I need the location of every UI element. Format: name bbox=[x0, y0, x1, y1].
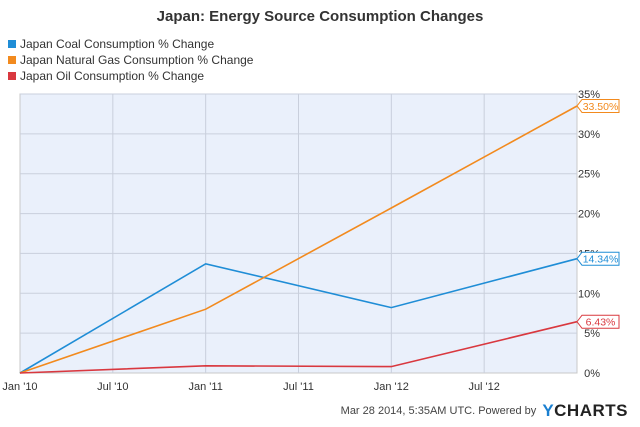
series-line-0 bbox=[19, 257, 578, 374]
legend: Japan Coal Consumption % Change Japan Na… bbox=[8, 36, 253, 84]
x-tick-label: Jan '11 bbox=[189, 381, 223, 393]
ycharts-logo-y: Y bbox=[542, 401, 555, 420]
end-label-text: 14.34% bbox=[583, 254, 619, 266]
end-label-box bbox=[576, 98, 620, 113]
legend-item-oil[interactable]: Japan Oil Consumption % Change bbox=[8, 68, 253, 84]
series-line-2 bbox=[19, 320, 578, 374]
end-label-text: 33.50% bbox=[583, 101, 619, 113]
ycharts-logo-text: CHARTS bbox=[554, 401, 628, 420]
x-tick-label: Jul '11 bbox=[283, 381, 314, 393]
y-tick-label: 25% bbox=[578, 169, 600, 181]
series-lines bbox=[19, 105, 578, 374]
legend-swatch-natural-gas bbox=[8, 56, 16, 64]
y-tick-label: 5% bbox=[584, 328, 600, 340]
x-tick-label: Jul '10 bbox=[97, 381, 128, 393]
end-label-2: 6.43% bbox=[576, 314, 620, 329]
footer: Mar 28 2014, 5:35AM UTC. Powered by YCHA… bbox=[341, 401, 628, 421]
end-label-box bbox=[576, 314, 620, 329]
legend-item-coal[interactable]: Japan Coal Consumption % Change bbox=[8, 36, 253, 52]
y-axis-ticks: 0%5%10%15%20%25%30%35% bbox=[578, 89, 600, 380]
legend-item-natural-gas[interactable]: Japan Natural Gas Consumption % Change bbox=[8, 52, 253, 68]
legend-label-natural-gas: Japan Natural Gas Consumption % Change bbox=[20, 53, 254, 67]
legend-label-oil: Japan Oil Consumption % Change bbox=[20, 69, 205, 83]
legend-swatch-oil bbox=[8, 72, 16, 80]
y-tick-label: 30% bbox=[578, 129, 600, 141]
x-tick-label: Jan '12 bbox=[374, 381, 409, 393]
y-tick-label: 0% bbox=[584, 368, 600, 380]
chart-title: Japan: Energy Source Consumption Changes bbox=[156, 8, 484, 25]
end-label-box bbox=[576, 251, 620, 266]
legend-swatch-coal bbox=[8, 40, 16, 48]
y-tick-label: 20% bbox=[578, 209, 600, 221]
x-tick-label: Jan '10 bbox=[2, 381, 37, 393]
y-tick-label: 10% bbox=[578, 288, 600, 300]
series-line-1 bbox=[19, 105, 578, 374]
footer-timestamp: Mar 28 2014, 5:35AM UTC. Powered by bbox=[340, 405, 537, 417]
legend-label-coal: Japan Coal Consumption % Change bbox=[20, 37, 215, 51]
x-tick-label: Jul '12 bbox=[468, 381, 499, 393]
end-label-1: 33.50% bbox=[576, 98, 620, 113]
ycharts-logo[interactable]: YCHARTS bbox=[542, 401, 628, 421]
x-axis-ticks: Jan '10 Jul '10 Jan '11 Jul '11 Jan '12 Jul '… bbox=[2, 381, 499, 393]
grid-lines bbox=[20, 93, 577, 373]
series-end-labels: 14.34% 33.50% 6.43% bbox=[576, 98, 620, 329]
end-label-0: 14.34% bbox=[576, 251, 620, 266]
y-tick-label: 35% bbox=[578, 89, 600, 101]
end-label-text: 6.43% bbox=[586, 317, 616, 329]
